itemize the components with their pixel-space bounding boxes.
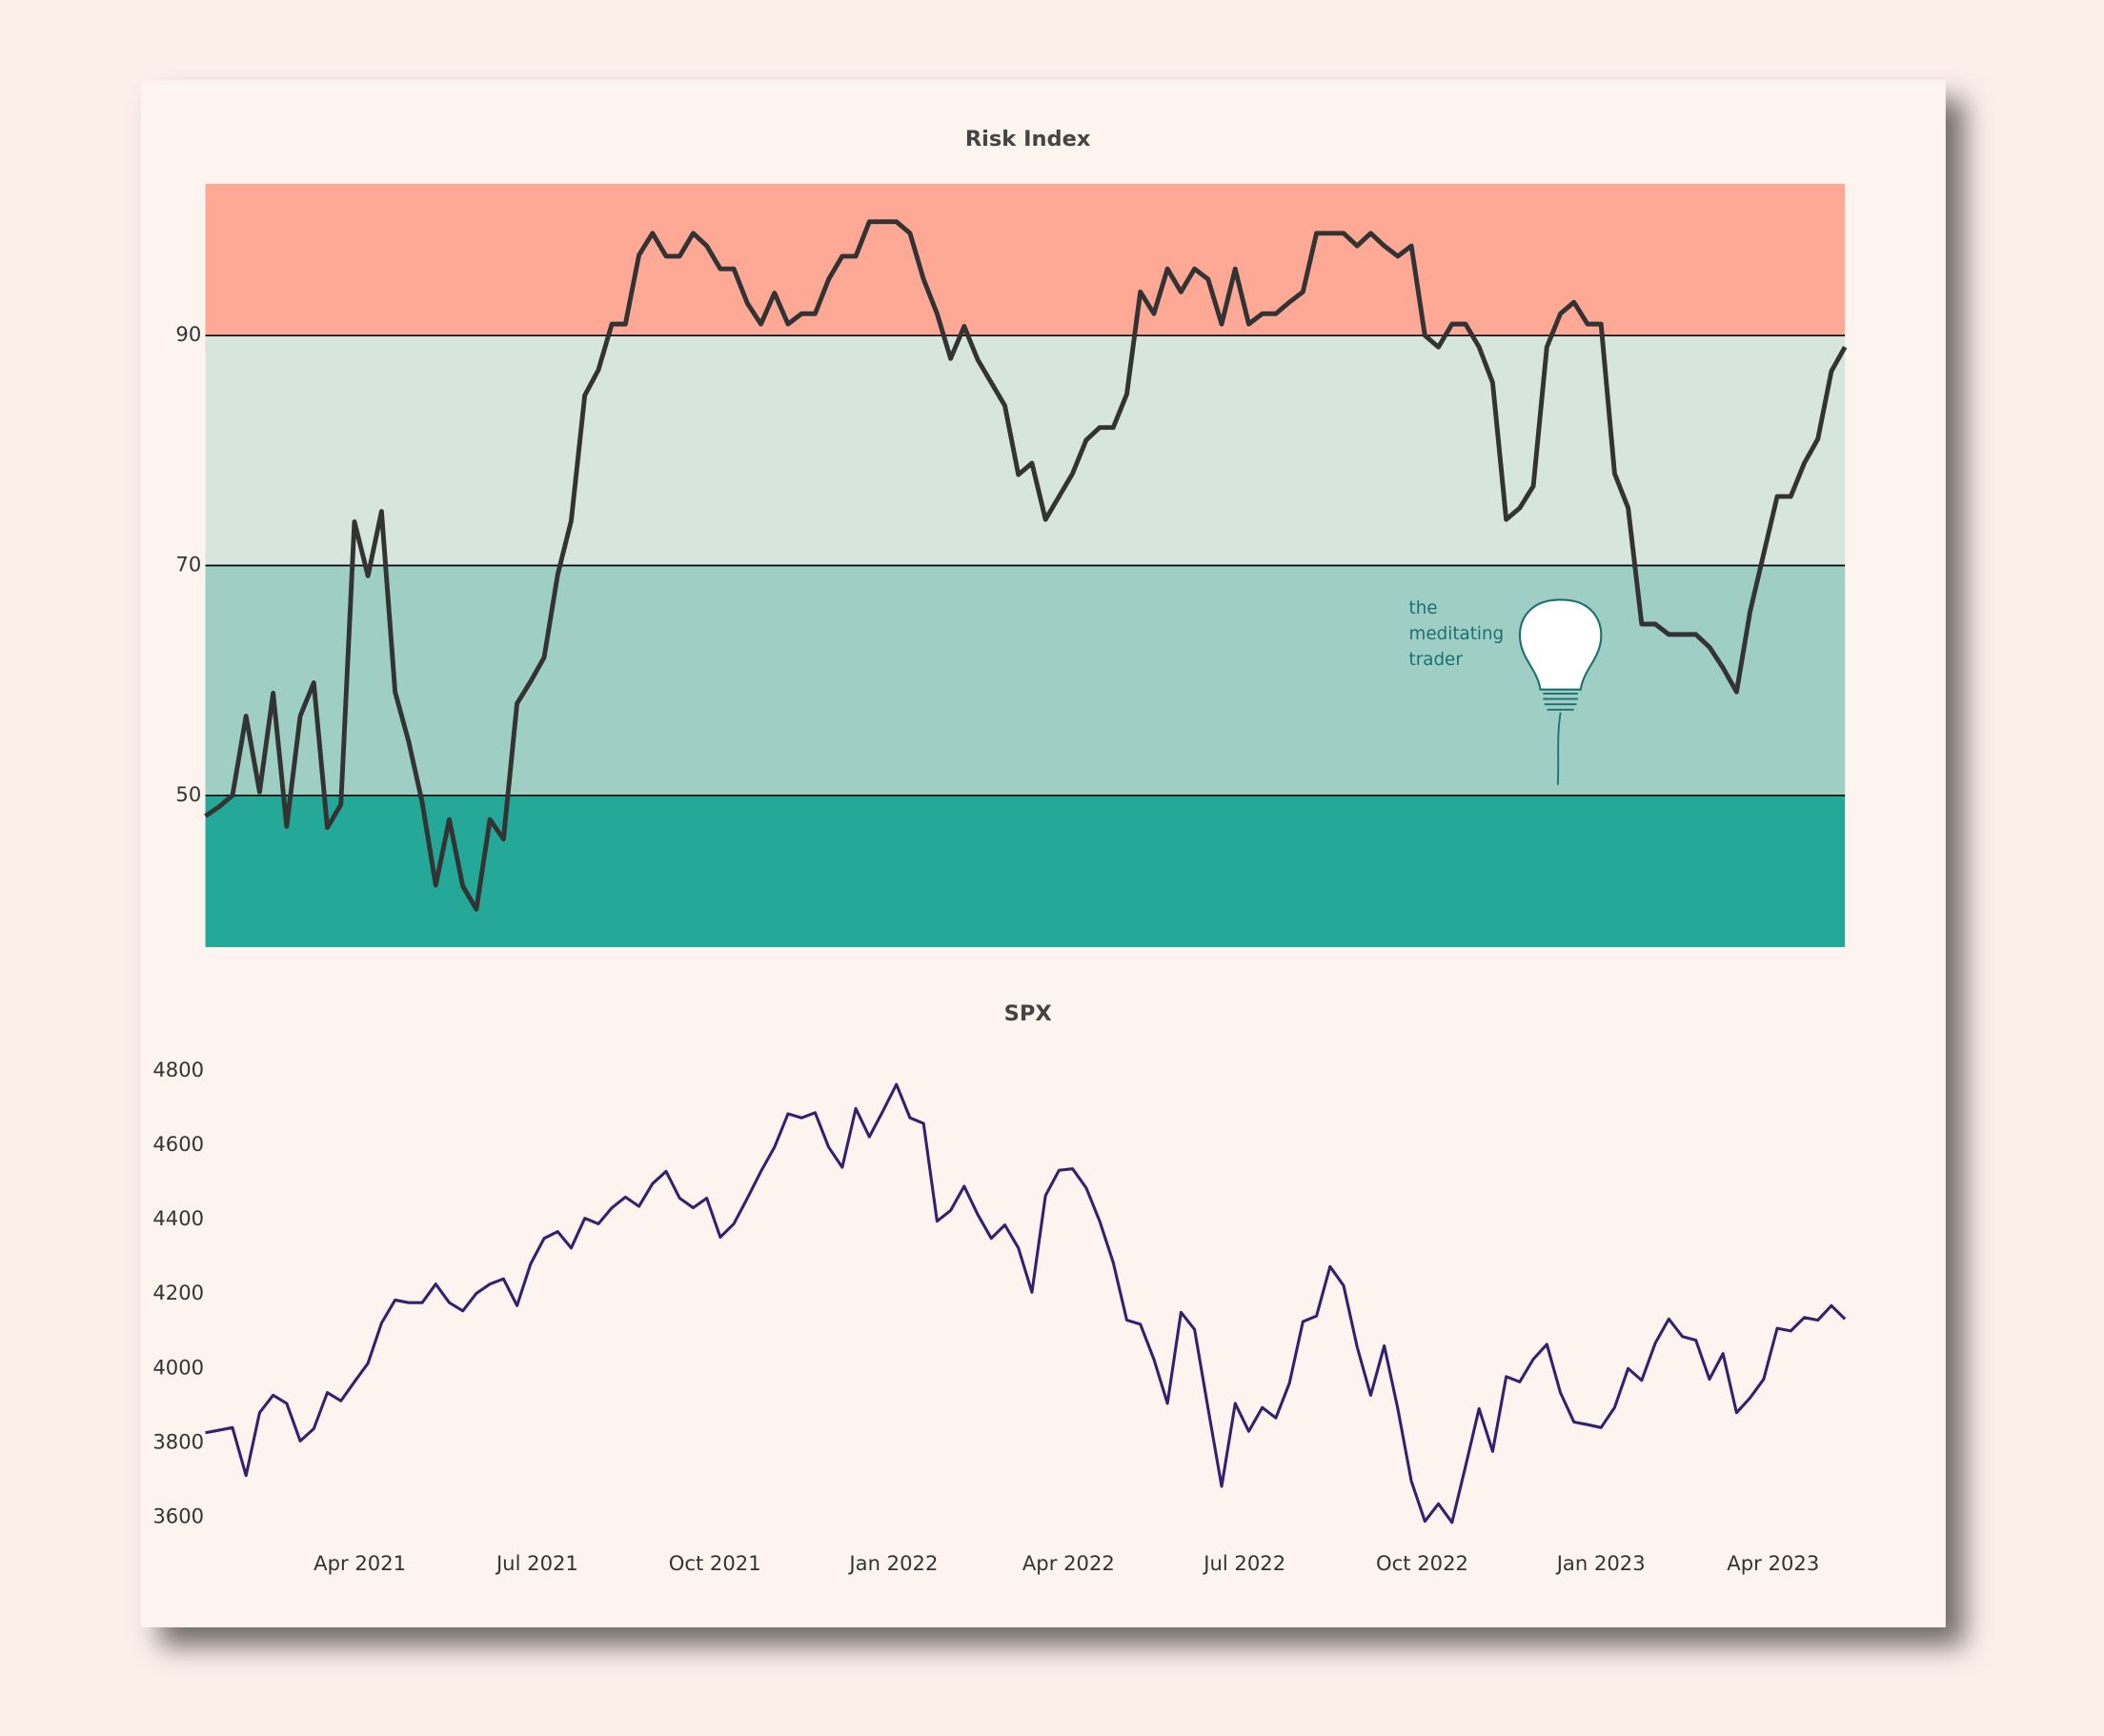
y-tick-label: 3800 [152,1429,204,1453]
data-line [205,1082,1847,1524]
x-tick-label: Jul 2022 [1202,1551,1285,1575]
y-tick-label: 4000 [152,1355,204,1379]
zone-band [205,565,1846,796]
x-tick-label: Jan 2023 [1555,1551,1646,1575]
x-tick-label: Jan 2022 [847,1551,938,1575]
x-tick-label: Oct 2021 [669,1551,761,1575]
zone-band [205,795,1846,948]
zone-band [205,183,1846,336]
x-tick-label: Oct 2022 [1376,1551,1468,1575]
y-tick-label: 4400 [152,1206,204,1230]
x-tick-label: Apr 2023 [1727,1551,1819,1575]
data-line [204,219,1848,912]
y-tick-label: 70 [175,552,201,575]
y-tick-label: 90 [175,322,201,346]
y-tick-label: 50 [175,782,201,806]
y-tick-label: 4600 [152,1132,204,1156]
chart-title: SPX [1004,1001,1052,1026]
x-tick-label: Apr 2021 [314,1551,406,1575]
x-tick-label: Apr 2022 [1022,1551,1115,1575]
annotation-text: trader [1409,650,1464,670]
x-tick-label: Jul 2021 [495,1551,578,1575]
chart-title: Risk Index [965,127,1091,151]
lightbulb-logo [1518,598,1603,785]
annotation-text: meditating [1409,624,1505,644]
annotation-text: the [1409,598,1438,618]
y-tick-label: 3600 [152,1504,204,1527]
zone-band [205,335,1846,566]
y-tick-label: 4800 [152,1058,204,1081]
y-tick-label: 4200 [152,1281,204,1304]
